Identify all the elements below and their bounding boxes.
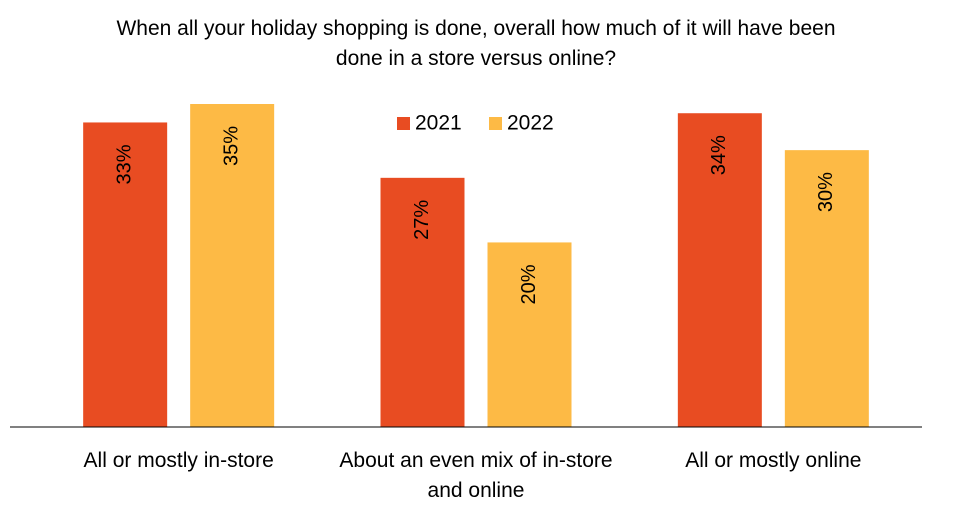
data-label: 27% xyxy=(411,200,433,240)
chart-title: When all your holiday shopping is done, … xyxy=(116,17,836,70)
bar xyxy=(190,104,275,427)
legend-label: 2021 xyxy=(415,112,462,135)
bar xyxy=(487,242,572,427)
data-label: 30% xyxy=(815,172,837,212)
data-label: 34% xyxy=(708,135,730,175)
x-tick-label: All or mostly online xyxy=(685,449,862,472)
x-tick-label: About an even mix of in-store and online xyxy=(339,449,613,502)
bar xyxy=(380,177,465,427)
x-tick-label: All or mostly in-store xyxy=(83,449,274,472)
data-label: 33% xyxy=(113,144,135,184)
bar xyxy=(677,113,762,427)
legend-swatch xyxy=(397,117,410,130)
legend-swatch xyxy=(489,117,502,130)
bar xyxy=(83,122,168,427)
bar xyxy=(784,150,869,427)
data-label: 20% xyxy=(518,264,540,304)
legend-label: 2022 xyxy=(507,112,554,135)
data-label: 35% xyxy=(220,126,242,166)
